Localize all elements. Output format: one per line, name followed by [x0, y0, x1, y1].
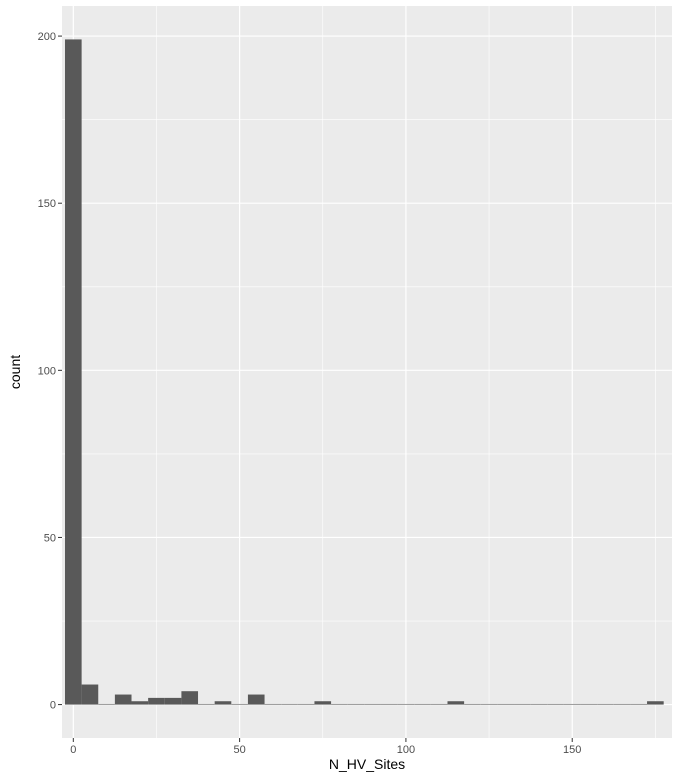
histogram-bar: [198, 703, 215, 705]
histogram-bar: [281, 703, 298, 705]
histogram-bar: [148, 697, 165, 705]
histogram-bar: [563, 703, 581, 705]
histogram-bar: [347, 703, 365, 705]
y-tick-label: 200: [38, 31, 56, 43]
histogram-bar: [447, 701, 465, 705]
x-tick-label: 100: [397, 744, 415, 756]
histogram-bar: [597, 703, 614, 705]
minor-gridlines: [62, 6, 672, 738]
y-axis-title: count: [7, 355, 23, 389]
histogram-bar: [514, 703, 531, 705]
histogram-bar: [647, 701, 664, 705]
x-tick-label: 50: [233, 744, 245, 756]
y-tick-label: 100: [38, 365, 56, 377]
histogram-bar: [81, 684, 99, 705]
histogram-bar: [314, 701, 332, 705]
histogram-bar: [214, 701, 232, 705]
histogram-bar: [397, 703, 415, 705]
histogram-bar: [547, 703, 564, 705]
histogram-bar: [297, 703, 315, 705]
histogram-bar: [181, 691, 199, 705]
histogram-bar: [231, 703, 248, 705]
histogram-bar: [630, 703, 648, 705]
histogram-bar: [64, 39, 82, 705]
histogram-bar: [247, 694, 265, 705]
y-tick-label: 0: [50, 700, 56, 712]
x-axis-title: N_HV_Sites: [329, 756, 405, 772]
histogram-bar: [497, 703, 515, 705]
x-tick-label: 0: [70, 744, 76, 756]
histogram-bar: [613, 703, 631, 705]
y-tick-label: 150: [38, 198, 56, 210]
x-axis-ticks: 0 50 100 150: [70, 738, 581, 756]
histogram-bars: [64, 39, 664, 705]
histogram-bar: [264, 703, 282, 705]
histogram-bar: [580, 703, 598, 705]
histogram-bar: [414, 703, 431, 705]
histogram-bar: [464, 703, 481, 705]
panel-background: [62, 6, 672, 738]
y-tick-label: 50: [44, 532, 56, 544]
histogram-bar: [98, 703, 115, 705]
histogram-bar: [480, 703, 498, 705]
histogram-bar: [331, 703, 348, 705]
histogram-bar: [114, 694, 132, 705]
histogram-bar: [430, 703, 448, 705]
x-tick-label: 150: [563, 744, 581, 756]
histogram-bar: [131, 701, 149, 705]
histogram-bar: [164, 697, 182, 705]
histogram-bar: [364, 703, 381, 705]
histogram-bar: [530, 703, 548, 705]
y-axis-ticks: 0 50 100 150 200: [38, 31, 62, 712]
histogram-bar: [380, 703, 398, 705]
